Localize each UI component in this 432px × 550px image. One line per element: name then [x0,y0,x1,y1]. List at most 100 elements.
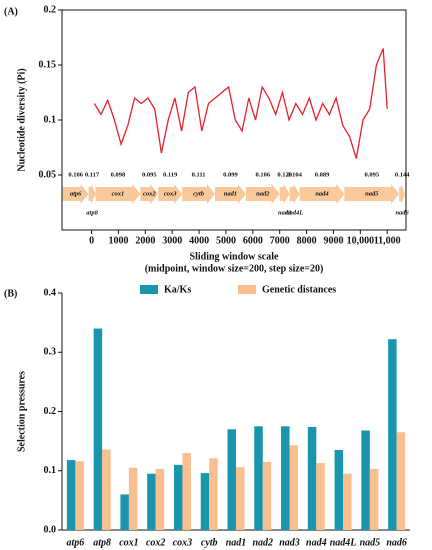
gene-value: 0.099 [223,171,238,178]
gene-name: nad3 [278,209,292,216]
gene-name: atp6 [70,190,82,197]
legend-label: Genetic distances [262,284,336,295]
gene-arrow [88,184,96,204]
gene-value: 0.104 [287,171,302,178]
gene-value: 0.095 [142,171,157,178]
x-tick-label: atp8 [93,537,111,548]
bar [209,458,218,530]
gene-arrow [140,184,159,204]
bar [66,460,76,530]
bar [254,426,263,530]
gene-name: nad5 [365,190,379,197]
bar [343,473,352,530]
y-tick-label: 0.1 [44,465,57,476]
y-tick-label: 0.05 [39,169,57,180]
panel-label: (A) [4,6,18,17]
bar [227,429,236,530]
gene-name: nad1 [224,190,237,197]
gene-arrow [279,184,290,204]
gene-arrow [158,184,183,204]
y-axis-title: Selection pressures [16,371,27,452]
gene-arrow [214,184,246,204]
legend-swatch [140,285,158,294]
bar [307,426,317,530]
legend-label: Ka/Ks [164,284,191,295]
bar [236,467,245,530]
gene-name: cox3 [164,190,177,197]
x-tick-label: 9000 [323,235,343,246]
x-tick-label: 1000 [108,235,128,246]
x-tick-label: 2000 [135,235,155,246]
x-tick-label: 6000 [243,235,263,246]
x-tick-label: nad4 [306,537,327,548]
x-tick-label: nad2 [252,537,273,548]
gene-value: 0.111 [192,171,206,178]
bar [361,430,370,530]
gene-name: nad6 [395,209,409,216]
gene-arrow [182,184,215,204]
x-tick-label: nad6 [386,537,407,548]
x-tick-label: cox2 [146,537,165,548]
y-tick-label: 0.2 [44,4,57,15]
y-tick-label: 0.4 [44,287,57,298]
y-tick-label: 0.3 [44,347,57,358]
gene-value: 0.117 [85,171,100,178]
bar [388,339,397,530]
bar [289,445,299,530]
bar [200,473,210,530]
gene-value: 0.106 [68,171,83,178]
bar [120,494,129,530]
bar [182,452,191,530]
gene-arrow [245,184,280,204]
gene-arrow [299,184,345,204]
panel-label: (B) [4,288,17,299]
x-axis-title: Sliding window scale [190,251,279,262]
x-tick-label: nad5 [360,537,381,548]
bar [334,450,344,530]
x-tick-label: 3000 [162,235,182,246]
bar [128,467,138,530]
bar [75,461,84,530]
gene-arrow [399,184,406,204]
y-axis-title: Nucleotide diversity (Pi) [16,68,27,171]
bar [369,468,379,530]
x-tick-label: 4000 [189,235,209,246]
y-tick-label: 0.1 [44,114,57,125]
gene-name: nad4L [286,209,303,216]
bar [102,449,111,530]
gene-name: cytb [193,190,205,197]
gene-name: atp8 [86,209,98,216]
x-tick-label: nad3 [279,537,300,548]
x-tick-label: nad1 [226,537,247,548]
legend-swatch [238,285,256,294]
y-tick-label: 0.0 [44,524,57,535]
x-tick-label: cox3 [173,537,192,548]
x-tick-label: 10,000 [347,235,375,246]
gene-name: nad2 [256,190,270,197]
bar [262,461,272,530]
x-tick-label: cox1 [119,537,138,548]
x-tick-label: atp6 [66,537,84,548]
gene-value: 0.089 [315,171,330,178]
y-tick-label: 0.15 [39,59,57,70]
gene-value: 0.119 [163,171,178,178]
gene-arrow [62,184,89,204]
gene-value: 0.098 [111,171,126,178]
line [93,48,388,159]
x-tick-label: cytb [201,537,218,548]
x-tick-label: 7000 [270,235,290,246]
gene-value: 0.095 [364,171,379,178]
gene-value: 0.129 [277,171,292,178]
x-tick-label: 5000 [216,235,236,246]
bar [316,463,325,530]
x-tick-label: 0 [89,235,94,246]
x-tick-label: 11,000 [374,235,401,246]
gene-name: cox2 [143,190,156,197]
x-tick-label: 8000 [297,235,317,246]
gene-name: nad4 [315,190,329,197]
y-tick-label: 0.2 [44,406,57,417]
x-axis-subtitle: (midpoint, window size=200, step size=20… [145,263,324,274]
gene-value: 0.106 [255,171,270,178]
bar [147,473,156,530]
